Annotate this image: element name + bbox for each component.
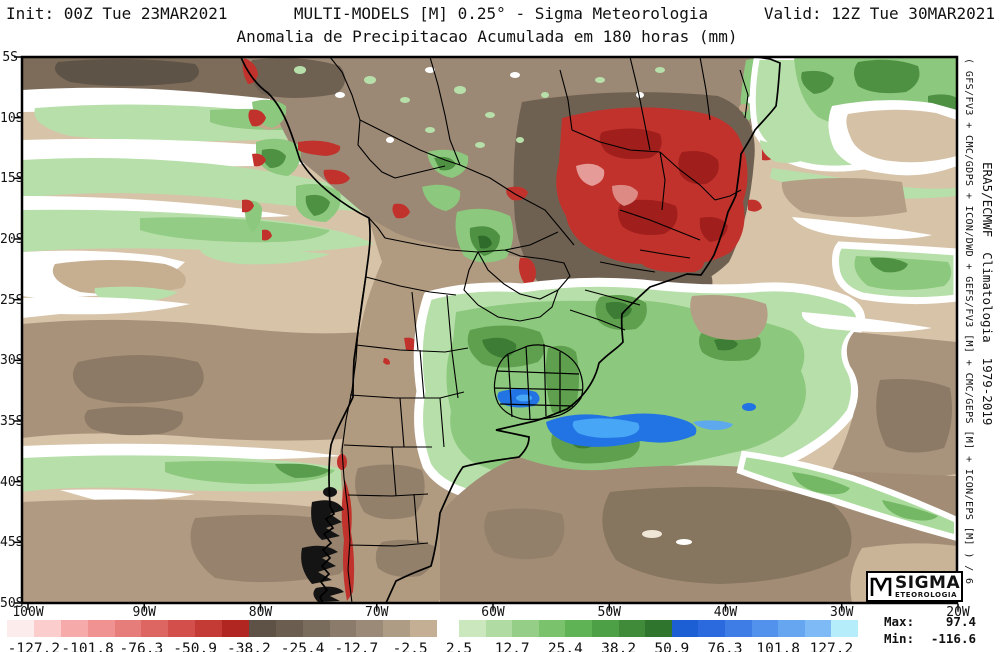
colorbar-segment bbox=[7, 620, 34, 637]
colorbar-segment bbox=[195, 620, 222, 637]
colorbar-label: -12.7 bbox=[334, 641, 379, 652]
colorbar-segment bbox=[329, 620, 357, 637]
colorbar-segment bbox=[724, 620, 752, 637]
colorbar-label: 127.2 bbox=[809, 641, 854, 652]
colorbar-segment bbox=[645, 620, 672, 637]
max-label: Max: bbox=[884, 614, 915, 629]
logo-brand-name: SIGMA bbox=[895, 572, 961, 593]
colorbar-segment bbox=[248, 620, 276, 637]
colorbar-segment bbox=[87, 620, 115, 637]
lat-label: 20S bbox=[0, 232, 24, 247]
map-frame bbox=[20, 55, 959, 605]
lon-label: 40W bbox=[713, 605, 738, 620]
colorbar-label: 2.5 bbox=[445, 641, 473, 652]
colorbar-label: 50.9 bbox=[654, 641, 690, 652]
colorbar-label: -25.4 bbox=[280, 641, 325, 652]
colorbar-segment bbox=[804, 620, 832, 637]
sigma-meteorologia-logo: SIGMA ETEOROLOGIA bbox=[866, 571, 963, 602]
logo-m-icon bbox=[870, 577, 892, 596]
colorbar-segment bbox=[114, 620, 142, 637]
lon-label: 50W bbox=[597, 605, 621, 620]
min-value: -116.6 bbox=[930, 631, 976, 646]
colorbar-segment bbox=[485, 620, 513, 637]
valid-time-label: Valid: 12Z Tue 30MAR2021 bbox=[763, 4, 995, 23]
lon-label: 80W bbox=[248, 605, 273, 620]
colorbar-label: -101.8 bbox=[61, 641, 114, 652]
logo-brand-subname: ETEOROLOGIA bbox=[895, 590, 958, 599]
min-stat: Min: -116.6 bbox=[884, 630, 976, 647]
lat-label: 10S bbox=[0, 110, 24, 126]
colorbar-segment bbox=[222, 620, 249, 637]
colorbar-segment bbox=[302, 620, 330, 637]
lat-label: 5S bbox=[2, 50, 18, 65]
lat-label: 35S bbox=[0, 414, 24, 429]
ensemble-members-note: ( GFS/FV3 + CMC/GDPS + ICON/DWD + GEFS/F… bbox=[963, 58, 974, 585]
colorbar-label: 38.2 bbox=[601, 641, 637, 652]
colorbar-segment bbox=[459, 620, 486, 637]
colorbar-negative: -127.2 -101.8 -76.3 -50.9 -38.2 -25.4 -12.7 -2.… bbox=[7, 620, 437, 652]
colorbar-label: 76.3 bbox=[707, 641, 743, 652]
pacific-field bbox=[22, 57, 705, 603]
init-time-label: Init: 00Z Tue 23MAR2021 bbox=[6, 4, 228, 23]
colorbar-segment bbox=[778, 620, 805, 637]
max-stat: Max: 97.4 bbox=[884, 613, 976, 630]
colorbar-segment bbox=[410, 620, 437, 637]
colorbar-label: 12.7 bbox=[494, 641, 530, 652]
lon-label: 20W bbox=[946, 605, 970, 620]
lat-label: 45S bbox=[0, 535, 24, 551]
model-name-label: MULTI-MODELS [M] 0.25° - Sigma Meteorolo… bbox=[293, 4, 709, 23]
field-stats: Max: 97.4 Min: -116.6 bbox=[884, 613, 976, 647]
colorbar-segment bbox=[141, 620, 169, 637]
lat-label: 40S bbox=[0, 474, 24, 490]
amazon-speckles bbox=[294, 66, 665, 148]
min-label: Min: bbox=[884, 631, 915, 646]
land-field bbox=[241, 57, 786, 603]
lon-label: 90W bbox=[132, 605, 156, 620]
colorbar-segment bbox=[538, 620, 566, 637]
uruguay-borders bbox=[493, 343, 584, 421]
colorbar-segment bbox=[275, 620, 303, 637]
climatology-note: ERA5/ECMWF Climatologia 1979-2019 bbox=[980, 162, 995, 426]
colorbar-segment bbox=[698, 620, 725, 637]
colorbar-segment bbox=[33, 620, 61, 637]
axis-ticks bbox=[14, 56, 959, 610]
colorbar-segment bbox=[565, 620, 592, 637]
colorbar-segment bbox=[618, 620, 646, 637]
lat-label: 25S bbox=[0, 292, 24, 308]
state-borders bbox=[329, 57, 749, 603]
colorbar-segment bbox=[356, 620, 384, 637]
colorbar-segment bbox=[60, 620, 88, 637]
colorbar-segment bbox=[168, 620, 196, 637]
lat-label: 30S bbox=[0, 353, 24, 369]
colorbar-label: 101.8 bbox=[756, 641, 801, 652]
colorbar-positive: 2.5 12.7 25.4 38.2 50.9 76.3 101.8 127.2 bbox=[446, 620, 858, 652]
colorbar-label: -127.2 bbox=[7, 641, 61, 652]
colorbar-segment bbox=[383, 620, 411, 637]
max-value: 97.4 bbox=[945, 614, 976, 629]
lon-label: 30W bbox=[830, 605, 854, 620]
colorbar-segment bbox=[831, 620, 858, 637]
lon-label: 70W bbox=[365, 605, 389, 620]
colorbar-label: -2.5 bbox=[392, 641, 428, 652]
colorbar-segment bbox=[512, 620, 539, 637]
map-title: Anomalia de Precipitacao Acumulada em 18… bbox=[236, 27, 738, 46]
colorbar-segment bbox=[671, 620, 699, 637]
lon-label: 60W bbox=[481, 605, 505, 620]
lat-label: 15S bbox=[0, 171, 24, 187]
lat-label: 50S bbox=[0, 596, 24, 611]
country-borders bbox=[240, 57, 781, 603]
colorbar-segment bbox=[751, 620, 779, 637]
colorbar-label: -38.2 bbox=[227, 641, 271, 652]
colorbar-label: 25.4 bbox=[547, 641, 583, 652]
colorbar-label: -76.3 bbox=[119, 641, 164, 652]
lon-label: 100W bbox=[12, 605, 44, 620]
colorbar-label: -50.9 bbox=[173, 641, 217, 652]
colorbar-segment bbox=[591, 620, 619, 637]
